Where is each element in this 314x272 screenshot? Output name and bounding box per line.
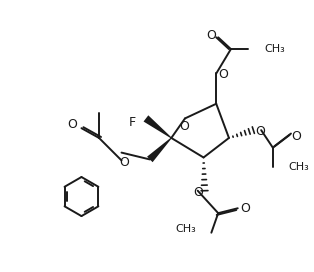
Text: O: O [120,156,129,169]
Text: F: F [129,116,136,129]
Text: CH₃: CH₃ [175,224,196,234]
Text: O: O [241,202,251,215]
Polygon shape [147,138,172,162]
Text: O: O [255,125,265,138]
Text: O: O [218,68,228,81]
Text: O: O [291,129,301,143]
Text: CH₃: CH₃ [289,162,309,172]
Text: O: O [179,120,189,133]
Polygon shape [143,115,172,138]
Text: CH₃: CH₃ [264,44,285,54]
Text: O: O [206,29,216,42]
Text: O: O [68,118,78,131]
Text: O: O [193,186,203,199]
